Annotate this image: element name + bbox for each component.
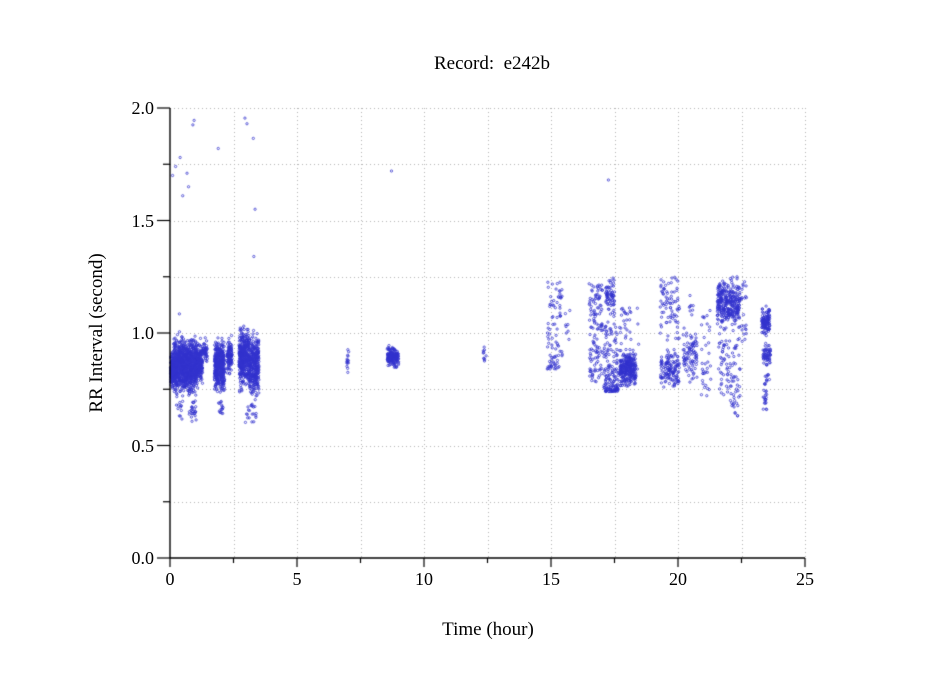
x-tick-label: 25 [796,569,814,589]
x-tick-label: 20 [669,569,687,589]
x-tick-label: 5 [292,569,302,589]
y-tick-label: 0.5 [131,435,155,456]
y-tick-label: 0.0 [131,548,155,568]
y-tick-label: 1.5 [131,210,155,231]
y-tick-label: 1.0 [131,323,155,343]
x-axis-title: Time (hour) [442,619,534,640]
x-tick-label: 0 [165,569,175,589]
y-tick-label: 2.0 [131,98,155,118]
x-tick-label: 10 [415,569,433,589]
chart-title: Record: e242b [433,53,551,74]
x-tick-label: 15 [542,569,560,589]
